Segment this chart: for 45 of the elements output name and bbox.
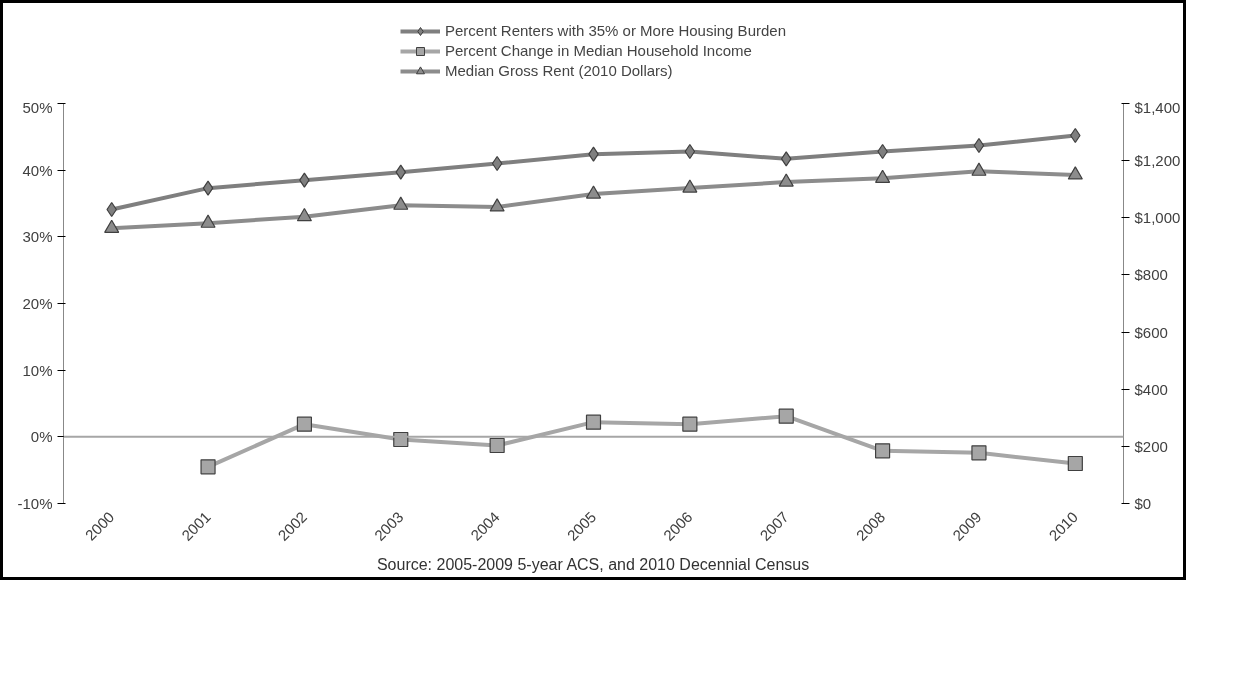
- y-tick-label: 20%: [22, 295, 53, 312]
- point: [682, 179, 698, 193]
- y2-tick-label: $400: [1134, 380, 1168, 398]
- point: [684, 143, 696, 160]
- y2-tick-label: $1,000: [1134, 209, 1181, 227]
- point: [585, 185, 602, 199]
- point: [395, 164, 407, 180]
- y2-tick-label: $1,400: [1134, 98, 1181, 116]
- y-tick-label: 30%: [22, 228, 53, 246]
- point: [491, 155, 503, 172]
- point: [489, 437, 505, 454]
- legend-label: Percent Change in Median Household Income: [444, 42, 752, 59]
- point: [393, 196, 409, 210]
- point: [971, 445, 987, 461]
- point: [778, 173, 794, 187]
- point: [874, 443, 891, 459]
- point: [1067, 455, 1083, 472]
- point: [973, 137, 985, 154]
- point: [585, 414, 602, 430]
- y-tick-label: 10%: [22, 361, 53, 379]
- y-tick-label: -10%: [17, 495, 53, 512]
- point: [489, 198, 505, 212]
- y-tick-label: 0%: [30, 428, 53, 446]
- point: [874, 169, 891, 183]
- legend-label: Median Gross Rent (2010 Dollars): [444, 62, 673, 79]
- y2-tick-label: $1,200: [1134, 152, 1181, 170]
- point: [1067, 166, 1083, 180]
- y2-tick-label: $800: [1134, 266, 1168, 284]
- y-tick-label: 40%: [22, 161, 53, 179]
- point: [971, 162, 987, 176]
- point: [778, 408, 794, 424]
- point: [296, 207, 313, 222]
- point: [202, 180, 214, 196]
- source-note: Source: 2005-2009 5-year ACS, and 2010 Decennial Census: [376, 555, 810, 573]
- point: [682, 416, 698, 432]
- y2-tick-label: $0: [1134, 495, 1152, 512]
- point: [780, 151, 792, 167]
- y-tick-label: 50%: [22, 98, 53, 116]
- point: [200, 459, 216, 475]
- y2-tick-label: $200: [1134, 437, 1168, 455]
- point: [296, 416, 313, 432]
- point: [200, 214, 216, 228]
- y2-tick-label: $600: [1134, 323, 1168, 341]
- point: [104, 219, 120, 233]
- legend-label: Percent Renters with 35% or More Housing Burden: [444, 22, 787, 39]
